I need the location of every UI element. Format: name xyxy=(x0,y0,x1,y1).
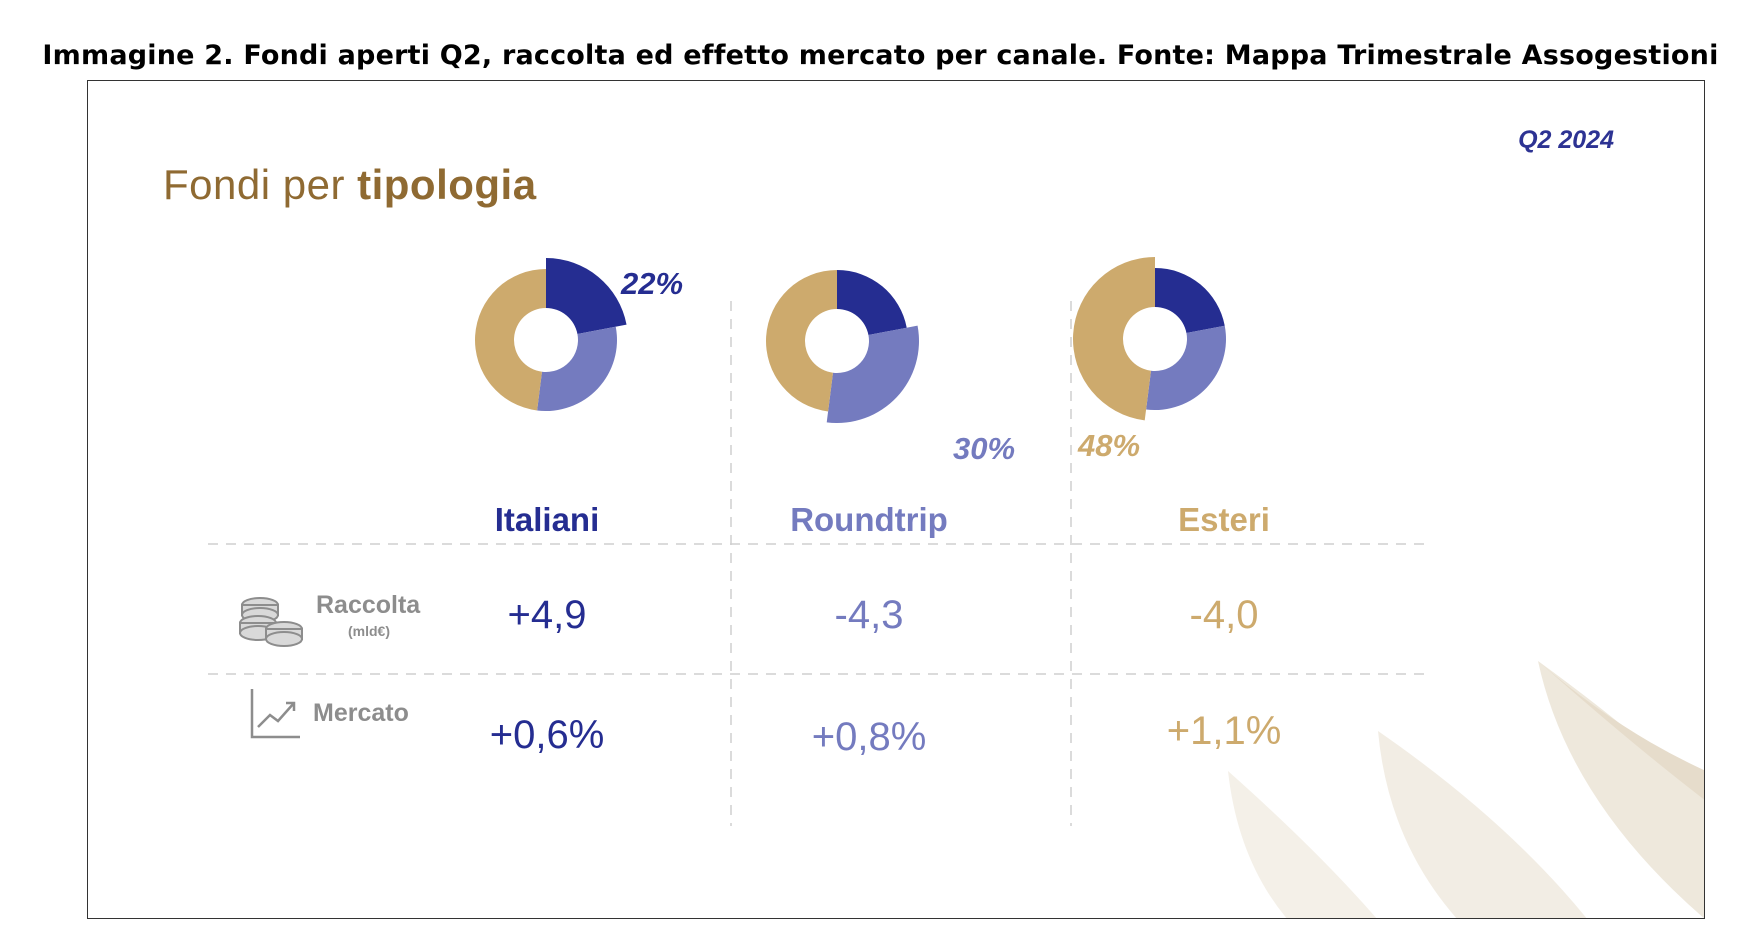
share-label-italiani: 22% xyxy=(621,266,684,301)
page-title: Fondi per tipologia xyxy=(163,161,537,209)
row-label-raccolta: Raccolta xyxy=(316,591,421,619)
coins-icon xyxy=(239,597,303,647)
row-label-mercato: Mercato xyxy=(313,699,409,727)
column-name-roundtrip: Roundtrip xyxy=(790,501,948,538)
decorative-sails xyxy=(1228,661,1704,918)
title-part-1: Fondi per xyxy=(163,161,358,208)
column-name-esteri: Esteri xyxy=(1178,501,1270,538)
donut-italiani-slice-roundtrip xyxy=(537,326,617,411)
title-part-2: tipologia xyxy=(357,161,537,208)
mercato-value-italiani: +0,6% xyxy=(489,713,605,757)
raccolta-value-roundtrip: -4,3 xyxy=(834,593,904,637)
donut-roundtrip-slice-roundtrip xyxy=(826,325,919,423)
donut-roundtrip-slice-esteri xyxy=(765,270,837,412)
donut-esteri-slice-roundtrip xyxy=(1146,325,1226,411)
row-unit-raccolta: (mld€) xyxy=(348,623,390,639)
share-label-esteri: 48% xyxy=(1078,428,1141,463)
donut-italiani-slice-italiani xyxy=(546,258,627,335)
donut-roundtrip-slice-italiani xyxy=(837,270,907,336)
donut-esteri-slice-italiani xyxy=(1155,268,1225,334)
share-label-roundtrip: 30% xyxy=(953,431,1016,466)
table-grid xyxy=(208,301,1428,826)
donut-esteri-slice-esteri xyxy=(1073,257,1155,421)
donut-italiani-slice-esteri xyxy=(474,269,546,411)
donut-charts xyxy=(474,257,1226,423)
trend-chart-icon xyxy=(250,689,300,739)
figure-caption: Immagine 2. Fondi aperti Q2, raccolta ed… xyxy=(42,40,1719,71)
mercato-value-esteri: +1,1% xyxy=(1166,709,1282,753)
raccolta-value-esteri: -4,0 xyxy=(1189,593,1259,637)
period-label: Q2 2024 xyxy=(1518,126,1614,154)
slide-frame: Q2 2024 Fondi per tipologia 22% 30% 48% … xyxy=(87,80,1705,919)
column-name-italiani: Italiani xyxy=(494,501,600,538)
mercato-value-roundtrip: +0,8% xyxy=(811,715,927,759)
raccolta-value-italiani: +4,9 xyxy=(507,593,587,637)
